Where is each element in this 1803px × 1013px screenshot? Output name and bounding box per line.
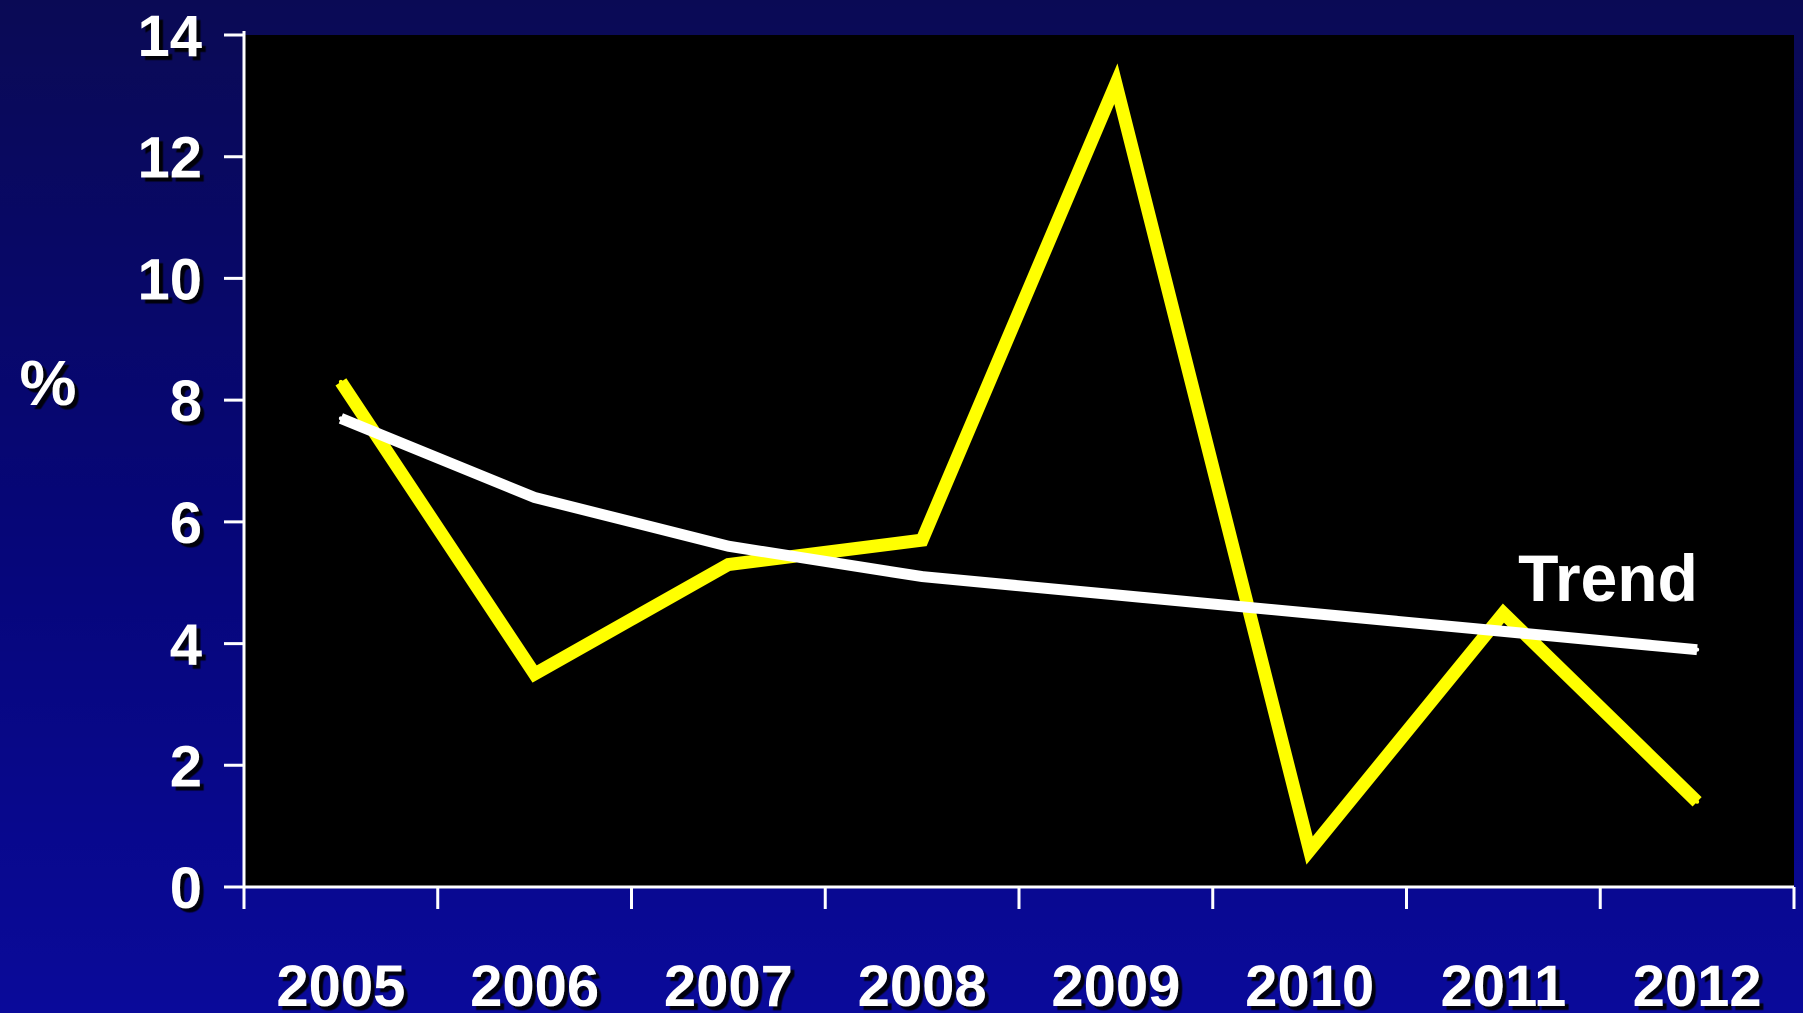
data-point — [726, 562, 731, 567]
y-axis-label: % — [20, 347, 77, 419]
y-tick-label: 6 — [170, 491, 202, 556]
y-tick-label: 2 — [170, 734, 202, 799]
y-tick-label: 8 — [170, 369, 202, 434]
trend-point — [1307, 611, 1312, 616]
y-tick-label: 0 — [170, 856, 202, 921]
data-point — [1307, 848, 1312, 853]
labels-layer: 0 2 4 6 8 10 12 14 2005 2006 2007 2008 2009 2010 2011 2… — [137, 4, 1761, 1013]
data-point — [1695, 799, 1700, 804]
x-tick-label: 2010 — [1245, 954, 1374, 1013]
y-tick-label: 12 — [137, 126, 202, 191]
x-tick-label: 2006 — [470, 954, 599, 1013]
trend-point — [338, 416, 343, 421]
y-tick-label: 4 — [170, 613, 202, 678]
data-point — [338, 379, 343, 384]
x-tick-label: 2012 — [1633, 954, 1762, 1013]
trend-label: Trend — [1518, 541, 1698, 615]
x-tick-label: 2009 — [1051, 954, 1180, 1013]
plot-area — [244, 35, 1794, 887]
data-point — [920, 538, 925, 543]
trend-point — [726, 544, 731, 549]
trend-line — [338, 413, 1698, 656]
trend-point — [920, 574, 925, 579]
trend-point — [1501, 629, 1506, 634]
x-tick-label: 2007 — [664, 954, 793, 1013]
trend-point — [532, 495, 537, 500]
y-tick-label: 14 — [137, 4, 202, 69]
data-point — [532, 672, 537, 676]
y-tick-label: 10 — [137, 247, 202, 312]
x-tick-label: 2008 — [858, 954, 987, 1013]
x-tick-label: 2011 — [1440, 954, 1566, 1013]
trend-point — [1695, 647, 1700, 652]
x-tick-label: 2005 — [276, 954, 405, 1013]
data-series-line — [335, 63, 1702, 865]
data-point — [1501, 611, 1506, 616]
axes — [224, 31, 1796, 909]
data-point — [1113, 81, 1118, 86]
trend-point — [1113, 592, 1118, 597]
series-layer — [335, 63, 1702, 865]
